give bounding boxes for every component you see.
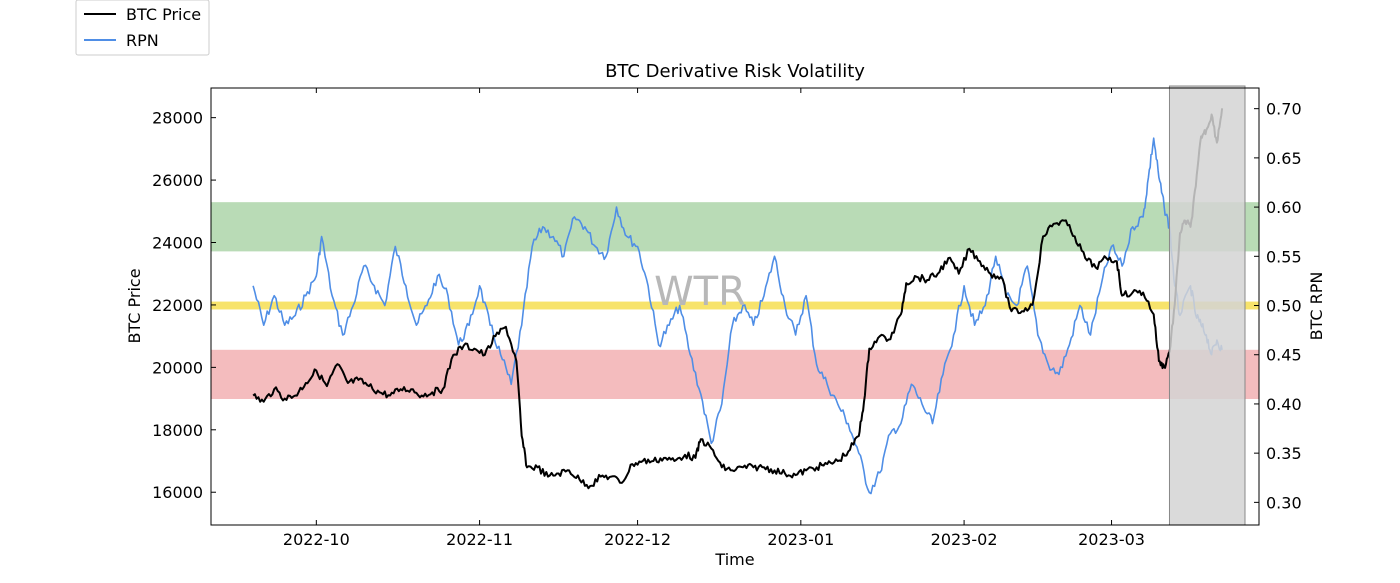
y-right-axis-ticks: 0.30 0.35 0.40 0.45 0.50 0.55 0.60 0.65 0.70 — [1254, 100, 1302, 512]
y-left-axis-ticks: 16000 18000 20000 22000 24000 26000 28000 — [152, 109, 216, 502]
x-tick-label: 2022-11 — [446, 530, 513, 549]
watermark-text: WTR — [654, 269, 746, 315]
y-right-tick-label: 0.70 — [1266, 100, 1302, 119]
legend-label-btc-price: BTC Price — [126, 5, 201, 24]
plot-frame — [210, 87, 1260, 526]
risk-bands — [211, 202, 1259, 400]
y-right-tick-label: 0.40 — [1266, 395, 1302, 414]
y-right-tick-label: 0.45 — [1266, 346, 1302, 365]
y-right-tick-label: 0.60 — [1266, 198, 1302, 217]
x-tick-label: 2022-12 — [604, 530, 671, 549]
series-line-btc-price — [252, 108, 1224, 490]
y-left-tick-label: 28000 — [152, 109, 203, 128]
y-right-tick-label: 0.30 — [1266, 493, 1302, 512]
y-right-tick-label: 0.35 — [1266, 444, 1302, 463]
x-tick-label: 2023-03 — [1078, 530, 1145, 549]
y-right-axis-label: BTC RPN — [1307, 272, 1326, 341]
y-left-tick-label: 24000 — [152, 234, 203, 253]
y-right-tick-label: 0.50 — [1266, 297, 1302, 316]
x-tick-label: 2022-10 — [283, 530, 350, 549]
y-left-tick-label: 16000 — [152, 483, 203, 502]
x-axis-label: Time — [714, 550, 754, 569]
band-low-risk-zone — [211, 349, 1259, 400]
legend-label-rpn: RPN — [126, 31, 159, 50]
y-right-tick-label: 0.55 — [1266, 247, 1302, 266]
x-tick-label: 2023-01 — [767, 530, 834, 549]
y-right-tick-label: 0.65 — [1266, 149, 1302, 168]
legend: BTC Price RPN — [75, 0, 210, 56]
y-left-tick-label: 26000 — [152, 171, 203, 190]
band-mid-line-zone — [211, 301, 1259, 310]
highlight-region — [1168, 85, 1246, 526]
y-left-tick-label: 18000 — [152, 421, 203, 440]
band-high-risk-zone — [211, 202, 1259, 252]
y-left-tick-label: 22000 — [152, 296, 203, 315]
x-axis-ticks: 2022-10 2022-11 2022-12 2023-01 2023-02 2023-… — [283, 88, 1145, 549]
series-line-rpn — [252, 137, 1223, 495]
highlight-shaded-area — [1168, 85, 1246, 526]
y-left-axis-label: BTC Price — [125, 268, 144, 343]
series-lines — [252, 108, 1224, 495]
y-left-tick-label: 20000 — [152, 358, 203, 377]
x-tick-label: 2023-02 — [931, 530, 998, 549]
chart-title: BTC Derivative Risk Volatility — [605, 61, 865, 82]
